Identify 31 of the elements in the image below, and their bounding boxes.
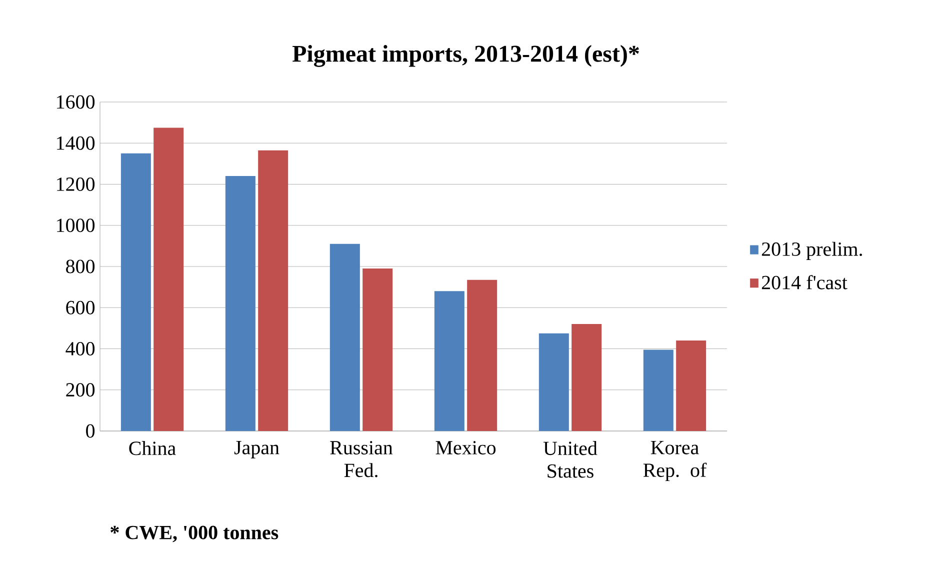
bar	[120, 153, 151, 431]
bar	[225, 176, 256, 431]
y-tick-label: 1000	[57, 218, 95, 232]
text: * CWE, '000 tonnes	[110, 526, 278, 542]
bar	[154, 128, 184, 431]
x-tick-label: China	[129, 441, 176, 456]
y-tick-label: 1200	[57, 177, 95, 191]
chart-title: Pigmeat imports, 2013-2014 (est)*	[292, 45, 639, 67]
bar	[467, 280, 498, 431]
bar	[330, 244, 360, 431]
y-tick-label: 200	[66, 383, 95, 397]
x-tick-label: Russian Fed.	[330, 441, 393, 478]
bar	[676, 340, 706, 431]
bar	[643, 350, 674, 431]
x-tick-label: Japan	[234, 441, 280, 458]
y-tick-label: 0	[86, 424, 95, 438]
x-tick-label: United States	[543, 441, 598, 478]
y-tick-label: 400	[66, 342, 95, 356]
bar	[258, 150, 288, 431]
legend-label: 2013 prelim.	[762, 242, 862, 260]
bar	[434, 291, 464, 431]
legend-label: 2014 f'cast	[762, 275, 848, 290]
bar	[538, 333, 569, 431]
x-tick-label: Mexico	[436, 441, 496, 454]
x-tick-label: Korea Rep. of	[643, 441, 707, 482]
y-tick-label: 1600	[57, 95, 95, 109]
y-tick-label: 600	[66, 300, 95, 314]
y-tick-label: 800	[66, 260, 95, 274]
y-tick-label: 1400	[57, 136, 95, 150]
bar	[572, 324, 602, 431]
bar	[362, 268, 393, 431]
